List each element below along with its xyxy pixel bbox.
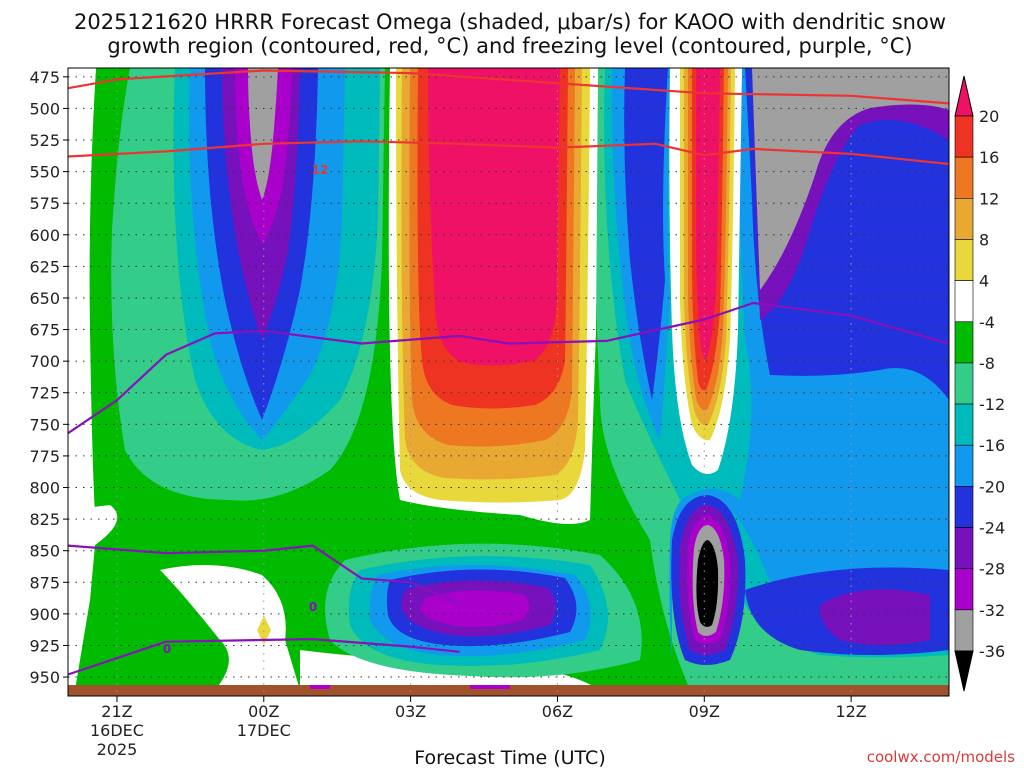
y-tick-label-500: 500 (29, 99, 60, 118)
freezing_level_lower_a-line (68, 544, 461, 605)
colorbar-segment-5 (954, 280, 974, 323)
x-tick-label-12Z: 12Z (835, 702, 866, 721)
omega-fill-m32-lower (420, 590, 530, 628)
colorbar-label-0: 20 (979, 107, 999, 126)
omega-fill-m36-upper (248, 68, 278, 200)
y-tick-label-625: 625 (29, 257, 60, 276)
x-tick-label-21Z: 21Z (101, 702, 132, 721)
omega-fill-m28-lowright (819, 589, 930, 645)
x-tick-year-21Z: 2025 (97, 740, 138, 759)
colorbar-bottom-triangle (954, 650, 974, 692)
y-tick-label-725: 725 (29, 384, 60, 403)
colorbar-segment-7 (954, 362, 974, 405)
colorbar-segment-8 (954, 403, 974, 446)
dgz_upper_isotherm-line (68, 69, 949, 105)
freezing-contour-label-b: 0 (163, 642, 171, 656)
y-tick-label-575: 575 (29, 194, 60, 213)
colorbar-label-11: -28 (979, 560, 1005, 579)
y-tick-label-775: 775 (29, 447, 60, 466)
freezing-contour-label-a: 0 (309, 600, 317, 614)
colorbar-label-8: -16 (979, 436, 1005, 455)
y-tick-label-875: 875 (29, 573, 60, 592)
colorbar-label-10: -24 (979, 519, 1005, 538)
x-tick-label-03Z: 03Z (395, 702, 426, 721)
y-tick-label-800: 800 (29, 479, 60, 498)
omega-shading (68, 68, 949, 690)
y-tick-label-525: 525 (29, 131, 60, 150)
chart-title-line2: growth region (contoured, red, °C) and f… (107, 34, 912, 58)
terrain-strip (68, 685, 949, 696)
omega-fill-near-zero-lowleft (160, 565, 300, 690)
plot-area: 12 0 0 (68, 68, 949, 696)
omega-fill-m24-right (624, 68, 668, 400)
x-tick-label-09Z: 09Z (689, 702, 720, 721)
contour-lines (68, 69, 949, 676)
y-tick-label-550: 550 (29, 163, 60, 182)
colorbar-segment-6 (954, 321, 974, 364)
colorbar-label-2: 12 (979, 189, 999, 208)
freezing_level_upper-line (68, 301, 949, 435)
colorbar-segment-9 (954, 444, 974, 487)
x-tick-label-00Z: 00Z (248, 702, 279, 721)
dgz-contour-label: 12 (312, 163, 329, 177)
dgz_lower_isotherm-line (68, 140, 949, 166)
y-axis: 475 500 525 550 575 600 625 650 675 700 725 750 775 8… (29, 68, 68, 687)
colorbar-segment-4 (954, 239, 974, 281)
x-tick-date-00Z: 17DEC (237, 721, 291, 740)
plot-border (67, 67, 950, 697)
y-tick-label-475: 475 (29, 68, 60, 87)
terrain-small-marker-a (310, 685, 330, 689)
colorbar-label-7: -12 (979, 395, 1005, 414)
colorbar-label-9: -20 (979, 477, 1005, 496)
chart-title-line1: 2025121620 HRRR Forecast Omega (shaded, … (74, 10, 946, 34)
colorbar: 20 16 12 8 4 -4 -8 -12 -16 -20 -24 -28 -32 -36 (954, 75, 1005, 692)
colorbar-segment-1 (954, 115, 974, 158)
y-tick-label-700: 700 (29, 352, 60, 371)
colorbar-segment-11 (954, 527, 974, 569)
colorbar-segment-12 (954, 568, 974, 611)
freezing_level_lower_b-line (68, 638, 460, 676)
x-tick-label-06Z: 06Z (542, 702, 573, 721)
colorbar-label-3: 8 (979, 230, 989, 249)
colorbar-top-triangle (954, 75, 974, 117)
y-tick-label-925: 925 (29, 636, 60, 655)
y-tick-label-950: 950 (29, 668, 60, 687)
omega-fill-m36-right (752, 68, 949, 290)
colorbar-segment-13 (954, 609, 974, 652)
y-tick-label-900: 900 (29, 605, 60, 624)
omega-fill-min-core (696, 540, 719, 627)
colorbar-segment-2 (954, 156, 974, 199)
colorbar-segment-3 (954, 198, 974, 240)
colorbar-label-5: -4 (979, 313, 995, 332)
x-axis-label: Forecast Time (UTC) (414, 747, 605, 768)
y-tick-label-675: 675 (29, 321, 60, 340)
terrain-small-marker-b (470, 685, 510, 689)
colorbar-label-1: 16 (979, 148, 999, 167)
y-tick-label-825: 825 (29, 510, 60, 529)
credit-text: coolwx.com/models (867, 748, 1015, 766)
colorbar-label-6: -8 (979, 354, 995, 373)
colorbar-label-4: 4 (979, 272, 989, 291)
omega-fill-pos20-main (428, 68, 560, 366)
y-tick-label-850: 850 (29, 542, 60, 561)
y-tick-label-750: 750 (29, 415, 60, 434)
colorbar-label-12: -32 (979, 601, 1005, 620)
x-tick-date-21Z: 16DEC (90, 721, 144, 740)
omega-fill-near-zero-bottom (68, 505, 118, 690)
y-tick-label-600: 600 (29, 226, 60, 245)
colorbar-label-13: -36 (979, 642, 1005, 661)
omega-fill-pos20-right (696, 68, 720, 360)
omega-fill-near-zero-left (68, 68, 96, 520)
y-tick-label-650: 650 (29, 289, 60, 308)
colorbar-segment-10 (954, 486, 974, 528)
